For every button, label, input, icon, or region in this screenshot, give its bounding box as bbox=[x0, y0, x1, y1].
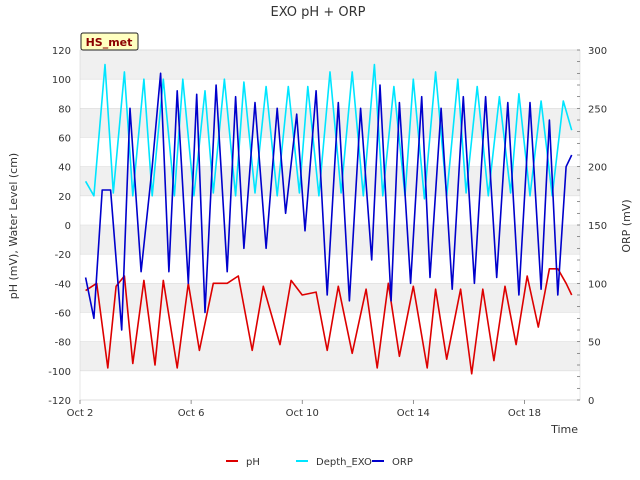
y-tick-label: 100 bbox=[52, 75, 71, 86]
grid-band bbox=[80, 370, 580, 400]
y-tick-label: 20 bbox=[58, 192, 71, 203]
x-tick-label: Oct 14 bbox=[397, 408, 430, 419]
y-tick-label: 80 bbox=[58, 104, 71, 115]
y-tick-label: -100 bbox=[48, 367, 71, 378]
y-tick-label: -60 bbox=[55, 309, 71, 320]
legend-label: pH bbox=[246, 457, 260, 468]
y-axis-label: pH (mV), Water Level (cm) bbox=[7, 153, 20, 299]
grid-band bbox=[80, 166, 580, 196]
x-tick-label: Oct 10 bbox=[286, 408, 319, 419]
x-tick-label: Oct 2 bbox=[67, 408, 94, 419]
badge: HS_met bbox=[80, 32, 139, 51]
y2-tick-label: 100 bbox=[588, 279, 607, 290]
y-tick-label: 0 bbox=[65, 221, 71, 232]
y2-axis-label: ORP (mV) bbox=[620, 199, 633, 252]
y2-tick-label: 0 bbox=[588, 396, 594, 407]
y2-tick-label: 300 bbox=[588, 46, 607, 57]
y-tick-label: 120 bbox=[52, 46, 71, 57]
series-line-ph bbox=[85, 267, 573, 375]
x-tick-label: Oct 18 bbox=[508, 408, 541, 419]
series-line-orp bbox=[84, 72, 573, 331]
chart-title: EXO pH + ORP bbox=[271, 5, 366, 20]
y-tick-label: -20 bbox=[55, 250, 71, 261]
y2-tick-label: 200 bbox=[588, 163, 607, 174]
y-tick-label: -40 bbox=[55, 279, 71, 290]
y-tick-label: -120 bbox=[48, 396, 71, 407]
y2-tick-label: 150 bbox=[588, 221, 607, 232]
y-tick-label: 60 bbox=[58, 134, 71, 145]
y2-tick-label: 50 bbox=[588, 338, 601, 349]
grid-band bbox=[80, 341, 580, 371]
x-tick-label: Oct 6 bbox=[178, 408, 205, 419]
y-tick-label: 40 bbox=[58, 163, 71, 174]
legend-label: Depth_EXO bbox=[316, 457, 372, 468]
y2-tick-label: 250 bbox=[588, 104, 607, 115]
y-tick-label: -80 bbox=[55, 338, 71, 349]
legend-label: ORP bbox=[392, 457, 413, 468]
grid-band bbox=[80, 79, 580, 109]
x-axis-label: Time bbox=[550, 423, 578, 436]
grid-band bbox=[80, 195, 580, 225]
legend: pH Depth_EXO ORP bbox=[226, 457, 413, 468]
badge-label: HS_met bbox=[86, 36, 133, 49]
